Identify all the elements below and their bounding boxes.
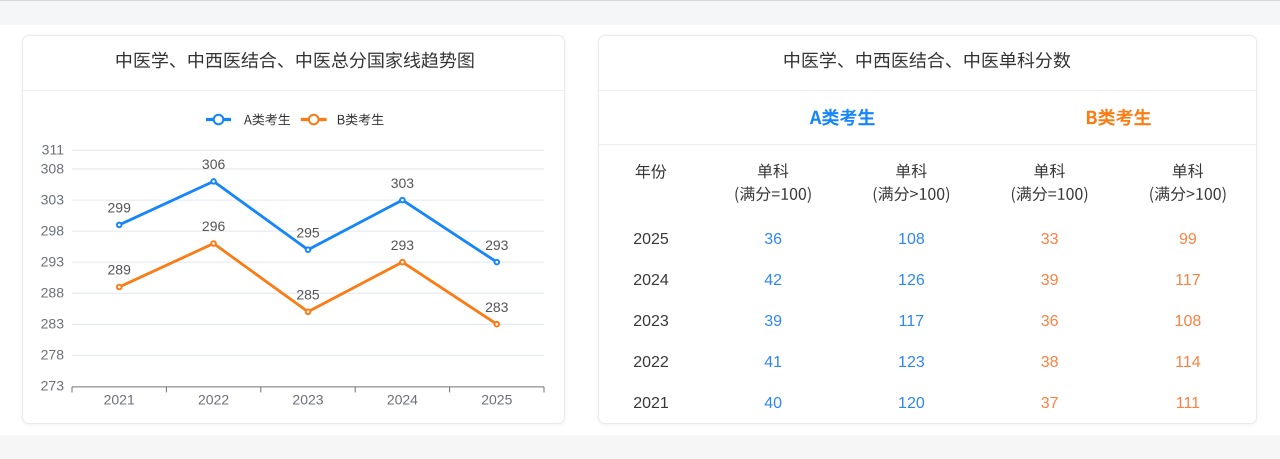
svg-text:293: 293 xyxy=(391,237,415,253)
svg-text:295: 295 xyxy=(296,224,320,240)
svg-text:2023: 2023 xyxy=(292,392,323,408)
svg-text:2025: 2025 xyxy=(481,392,512,408)
svg-text:293: 293 xyxy=(41,253,65,269)
svg-text:278: 278 xyxy=(41,347,65,363)
svg-text:283: 283 xyxy=(41,316,65,332)
svg-text:273: 273 xyxy=(41,378,65,394)
svg-text:293: 293 xyxy=(485,237,509,253)
svg-text:308: 308 xyxy=(41,160,65,176)
svg-text:311: 311 xyxy=(42,142,65,158)
svg-text:288: 288 xyxy=(41,285,65,301)
svg-text:2021: 2021 xyxy=(104,392,135,408)
svg-text:306: 306 xyxy=(202,156,226,172)
svg-text:298: 298 xyxy=(41,222,65,238)
svg-text:283: 283 xyxy=(485,299,509,315)
svg-text:296: 296 xyxy=(202,218,226,234)
svg-text:303: 303 xyxy=(391,175,415,191)
svg-text:2022: 2022 xyxy=(198,392,229,408)
svg-text:289: 289 xyxy=(108,262,132,278)
svg-text:303: 303 xyxy=(41,191,65,207)
svg-text:2024: 2024 xyxy=(387,392,418,408)
svg-text:285: 285 xyxy=(296,287,320,303)
svg-text:299: 299 xyxy=(108,200,132,216)
